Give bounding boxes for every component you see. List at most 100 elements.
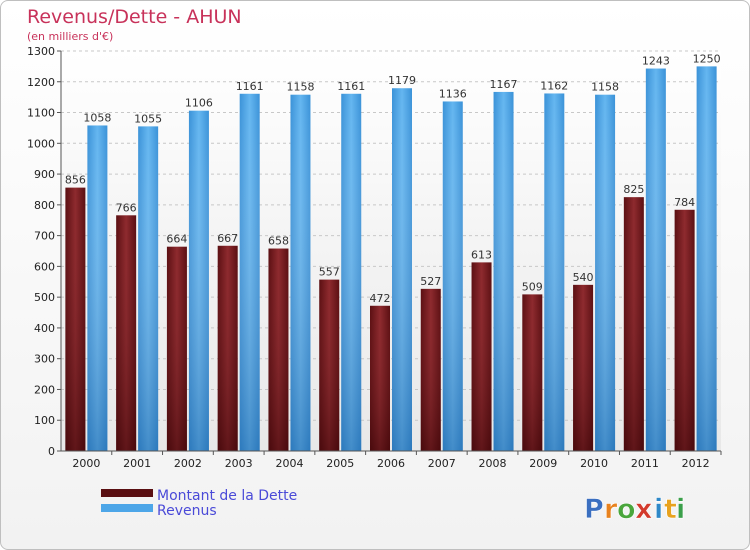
x-tick-label: 2012 [682,457,710,470]
value-label-revenus: 1058 [83,111,111,124]
bar-shade-revenus [290,94,311,451]
value-label-debt: 766 [116,201,137,214]
logo-letter: P [584,494,604,525]
bar-shade-revenus [696,66,717,451]
x-tick-label: 2011 [631,457,659,470]
y-tick-label: 500 [34,291,55,304]
legend-swatch-debt [101,489,153,497]
x-tick-label: 2000 [72,457,100,470]
x-tick-label: 2003 [225,457,253,470]
bar-shade-debt [623,197,644,451]
bar-shade-revenus [239,93,260,452]
value-label-debt: 472 [370,292,391,305]
bar-shade-revenus [392,88,412,451]
y-tick-label: 700 [34,230,55,243]
value-label-revenus: 1136 [439,87,467,100]
x-tick-label: 2007 [428,457,456,470]
chart-title: Revenus/Dette - AHUN [27,6,242,28]
y-tick-label: 600 [34,260,55,273]
value-label-revenus: 1158 [286,81,314,94]
chart-subtitle: (en milliers d'€) [27,30,113,43]
bar-shade-revenus [493,91,514,451]
bar-shade-debt [116,215,137,451]
bar-shade-revenus [188,110,209,451]
value-label-debt: 527 [420,275,441,288]
value-label-debt: 509 [522,280,543,293]
x-tick-label: 2006 [377,457,405,470]
bars [65,66,717,452]
bar-shade-debt [522,294,543,451]
y-tick-label: 1200 [27,76,55,89]
bar-shade-debt [674,209,695,451]
y-tick-label: 0 [48,445,55,458]
value-label-revenus: 1161 [337,80,365,93]
bar-shade-debt [166,246,187,451]
value-label-revenus: 1167 [490,78,518,91]
bar-shade-debt [268,248,289,451]
value-label-revenus: 1158 [591,81,619,94]
bar-shade-debt [420,288,441,451]
x-tick-label: 2010 [580,457,608,470]
y-tick-label: 1300 [27,45,55,58]
value-label-revenus: 1161 [236,80,264,93]
value-labels: 856 1058 766 1055 664 1106 667 1161 658 1158 557 11… [65,52,721,304]
bar-shade-debt [319,279,340,451]
bar-shade-debt [65,187,86,451]
value-label-debt: 658 [268,235,289,248]
logo-letter: x [635,494,652,525]
x-tick-label: 2001 [123,457,151,470]
legend-label-debt: Montant de la Dette [157,488,297,504]
value-label-debt: 784 [674,196,695,209]
x-tick-label: 2008 [479,457,507,470]
legend-label-revenus: Revenus [157,503,217,519]
logo-letter: r [604,494,618,525]
value-label-revenus: 1179 [388,74,416,87]
value-label-debt: 557 [319,266,340,279]
y-tick-label: 400 [34,322,55,335]
value-label-debt: 664 [166,233,187,246]
value-label-debt: 540 [573,271,594,284]
bar-shade-debt [370,305,390,451]
y-tick-label: 100 [34,414,55,427]
bar-shade-revenus [341,93,362,452]
x-axis-ticks: 2000 2001 2002 2003 2004 2005 2006 2007 2008 2009… [72,451,722,470]
bar-shade-revenus [138,126,159,451]
logo-letter: t [664,494,677,525]
logo-letter: i [654,494,663,525]
bar-shade-revenus [595,94,616,451]
value-label-revenus: 1243 [642,55,670,68]
bar-shade-revenus [442,101,463,451]
x-tick-label: 2005 [326,457,354,470]
bar-shade-revenus [544,93,565,451]
legend-swatch-revenus [101,504,153,512]
value-label-debt: 667 [217,232,238,245]
value-label-debt: 856 [65,174,86,187]
y-tick-label: 1100 [27,107,55,120]
value-label-debt: 613 [471,248,492,261]
value-label-debt: 825 [623,183,644,196]
logo-letter: o [617,494,636,525]
plot-area [61,51,721,451]
legend: Montant de la Dette Revenus [101,488,297,519]
y-tick-label: 300 [34,353,55,366]
y-tick-label: 900 [34,168,55,181]
bar-shade-debt [217,245,238,451]
x-tick-label: 2004 [275,457,303,470]
bar-shade-debt [471,262,492,451]
logo-letter: i [676,494,685,525]
value-label-revenus: 1055 [134,112,162,125]
bar-shade-revenus [87,125,108,451]
y-tick-label: 1000 [27,137,55,150]
y-tick-label: 200 [34,383,55,396]
value-label-revenus: 1250 [693,52,721,65]
y-tick-label: 800 [34,199,55,212]
y-axis-ticks: 0 100 200 300 400 500 600 700 800 900 1000 1100 1200… [27,45,61,458]
x-tick-label: 2002 [174,457,202,470]
x-tick-label: 2009 [529,457,557,470]
value-label-revenus: 1106 [185,97,213,110]
value-label-revenus: 1162 [540,79,568,92]
bar-shade-debt [573,284,594,451]
